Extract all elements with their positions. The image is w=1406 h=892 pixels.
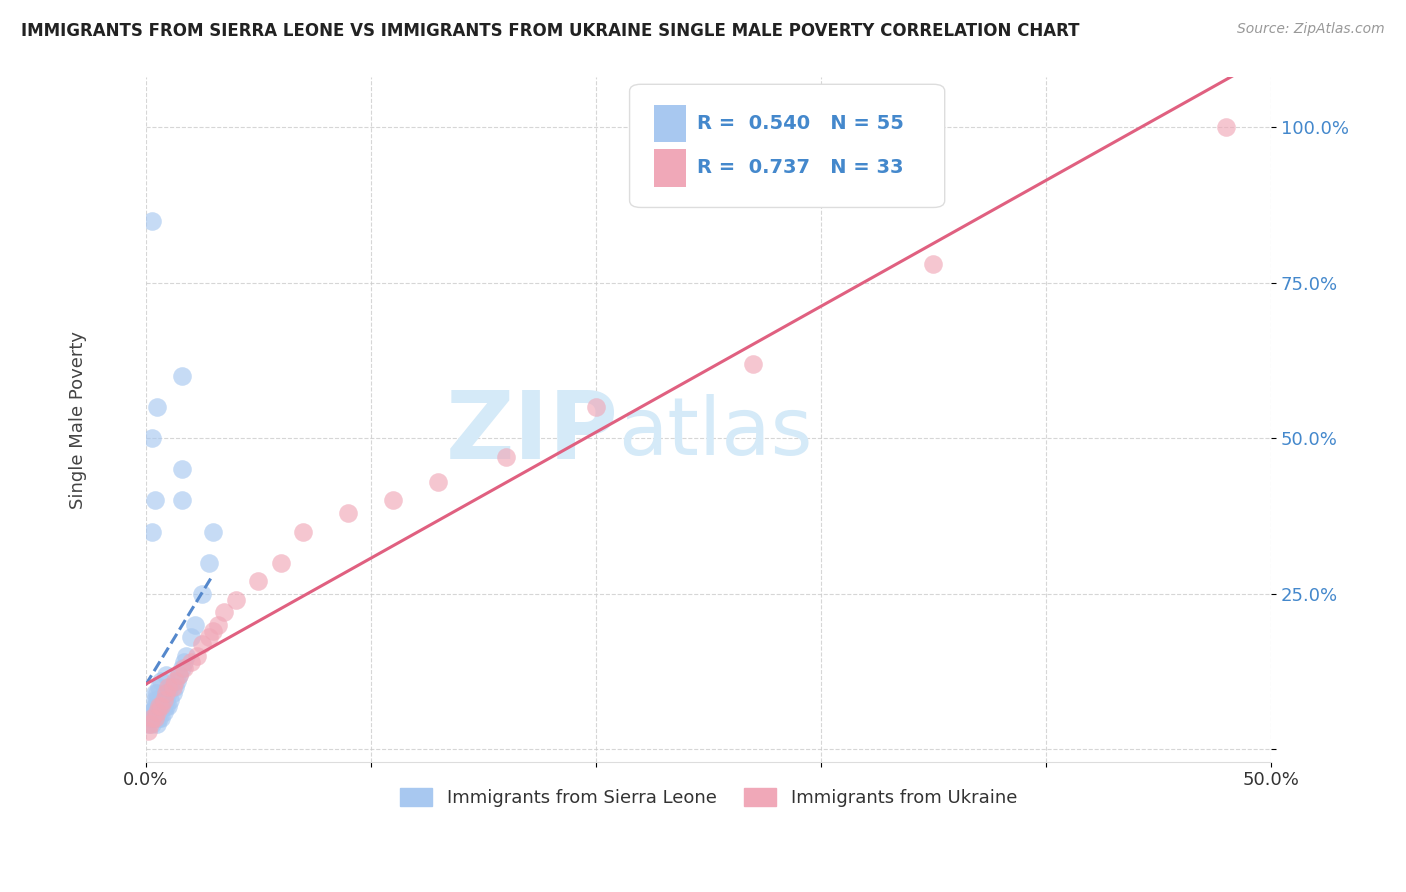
- Point: [146, 686, 169, 700]
- FancyBboxPatch shape: [630, 84, 945, 208]
- FancyBboxPatch shape: [654, 105, 686, 143]
- Point: [157, 698, 180, 713]
- Point: [162, 680, 184, 694]
- Point: [146, 717, 169, 731]
- Point: [191, 587, 214, 601]
- Point: [146, 711, 169, 725]
- Point: [141, 431, 163, 445]
- Point: [184, 618, 207, 632]
- Point: [155, 686, 177, 700]
- Text: Source: ZipAtlas.com: Source: ZipAtlas.com: [1237, 22, 1385, 37]
- Point: [157, 680, 180, 694]
- Point: [148, 705, 170, 719]
- Point: [214, 606, 236, 620]
- Point: [143, 705, 166, 719]
- Text: R =  0.540   N = 55: R = 0.540 N = 55: [697, 114, 904, 133]
- Point: [159, 680, 181, 694]
- Point: [163, 680, 186, 694]
- Point: [173, 661, 195, 675]
- Point: [202, 524, 225, 539]
- Point: [139, 705, 162, 719]
- Point: [197, 556, 219, 570]
- Point: [136, 717, 159, 731]
- Point: [150, 692, 173, 706]
- Point: [141, 705, 163, 719]
- Point: [148, 698, 170, 713]
- Point: [148, 698, 170, 713]
- Point: [191, 636, 214, 650]
- Point: [150, 698, 173, 713]
- Point: [152, 692, 174, 706]
- Point: [143, 698, 166, 713]
- Point: [150, 711, 173, 725]
- Point: [427, 475, 450, 489]
- Point: [337, 506, 360, 520]
- Point: [141, 711, 163, 725]
- Point: [225, 593, 247, 607]
- Point: [742, 357, 765, 371]
- Point: [292, 524, 315, 539]
- Point: [143, 711, 166, 725]
- Point: [207, 618, 229, 632]
- Point: [585, 400, 607, 414]
- Point: [152, 698, 174, 713]
- Point: [141, 711, 163, 725]
- Point: [146, 705, 169, 719]
- Point: [141, 717, 163, 731]
- Point: [170, 369, 193, 384]
- Text: ZIP: ZIP: [446, 387, 619, 479]
- Point: [152, 686, 174, 700]
- Point: [139, 717, 162, 731]
- Point: [922, 257, 945, 271]
- Text: R =  0.737   N = 33: R = 0.737 N = 33: [697, 158, 904, 178]
- Text: Single Male Poverty: Single Male Poverty: [69, 331, 87, 508]
- Point: [166, 673, 188, 688]
- Point: [1215, 120, 1237, 135]
- Point: [146, 705, 169, 719]
- Point: [150, 698, 173, 713]
- Point: [148, 680, 170, 694]
- Point: [170, 462, 193, 476]
- Point: [162, 686, 184, 700]
- Point: [146, 400, 169, 414]
- FancyBboxPatch shape: [654, 149, 686, 187]
- Point: [247, 574, 270, 589]
- Point: [146, 698, 169, 713]
- Point: [150, 673, 173, 688]
- Point: [146, 692, 169, 706]
- Legend: Immigrants from Sierra Leone, Immigrants from Ukraine: Immigrants from Sierra Leone, Immigrants…: [392, 780, 1024, 814]
- Point: [148, 711, 170, 725]
- Point: [180, 631, 202, 645]
- Point: [163, 673, 186, 688]
- Point: [143, 711, 166, 725]
- Point: [270, 556, 292, 570]
- Point: [157, 686, 180, 700]
- Point: [197, 631, 219, 645]
- Point: [155, 667, 177, 681]
- Point: [170, 493, 193, 508]
- Point: [136, 723, 159, 738]
- Point: [173, 655, 195, 669]
- Point: [155, 698, 177, 713]
- Point: [139, 711, 162, 725]
- Point: [169, 667, 191, 681]
- Point: [169, 667, 191, 681]
- Point: [170, 661, 193, 675]
- Text: atlas: atlas: [619, 394, 813, 472]
- Point: [152, 705, 174, 719]
- Point: [186, 648, 208, 663]
- Point: [180, 655, 202, 669]
- Point: [382, 493, 405, 508]
- Point: [495, 450, 517, 464]
- Point: [143, 692, 166, 706]
- Point: [141, 213, 163, 227]
- Point: [202, 624, 225, 639]
- Point: [143, 493, 166, 508]
- Point: [159, 692, 181, 706]
- Text: IMMIGRANTS FROM SIERRA LEONE VS IMMIGRANTS FROM UKRAINE SINGLE MALE POVERTY CORR: IMMIGRANTS FROM SIERRA LEONE VS IMMIGRAN…: [21, 22, 1080, 40]
- Point: [141, 524, 163, 539]
- Point: [155, 692, 177, 706]
- Point: [143, 686, 166, 700]
- Point: [174, 648, 197, 663]
